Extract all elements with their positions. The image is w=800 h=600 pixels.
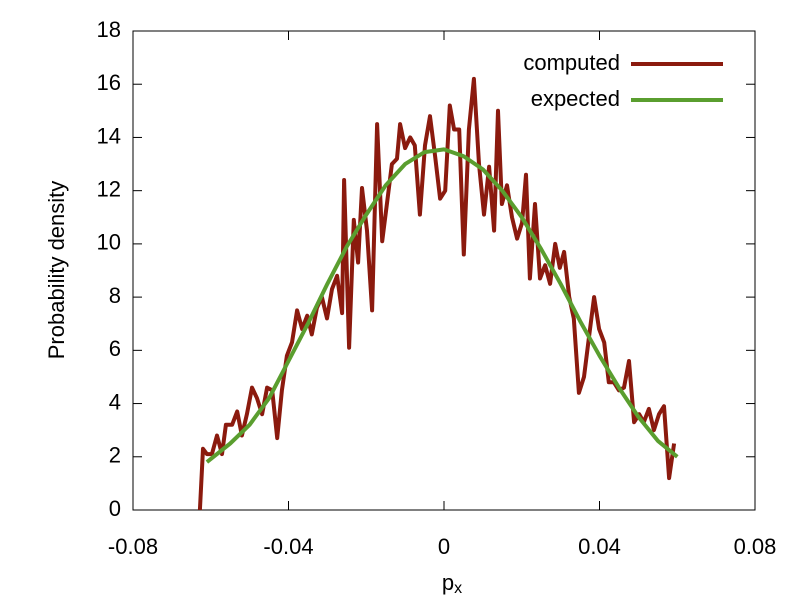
series-line: [205, 147, 679, 464]
y-tick-label: 8: [109, 283, 121, 308]
x-tick-label: -0.08: [108, 534, 158, 559]
x-tick-label: -0.04: [263, 534, 313, 559]
y-tick-label: 16: [97, 70, 121, 95]
x-tick-label: 0: [438, 534, 450, 559]
y-tick-label: 10: [97, 230, 121, 255]
x-label-subscript: x: [454, 580, 462, 597]
y-axis-label: Probability density: [44, 181, 69, 360]
legend-label: expected: [531, 86, 620, 111]
y-tick-label: 2: [109, 443, 121, 468]
x-tick-label: 0.08: [734, 534, 777, 559]
y-tick-label: 18: [97, 17, 121, 42]
series-line: [197, 76, 677, 511]
y-tick-label: 14: [97, 123, 121, 148]
x-label-base: p: [442, 570, 454, 595]
y-tick-label: 6: [109, 336, 121, 361]
x-tick-label: 0.04: [578, 534, 621, 559]
legend-label: computed: [523, 50, 620, 75]
x-axis-label: px: [442, 570, 462, 597]
y-tick-label: 0: [109, 496, 121, 521]
y-tick-label: 4: [109, 389, 121, 414]
plot-frame: [132, 30, 756, 511]
y-tick-label: 12: [97, 176, 121, 201]
